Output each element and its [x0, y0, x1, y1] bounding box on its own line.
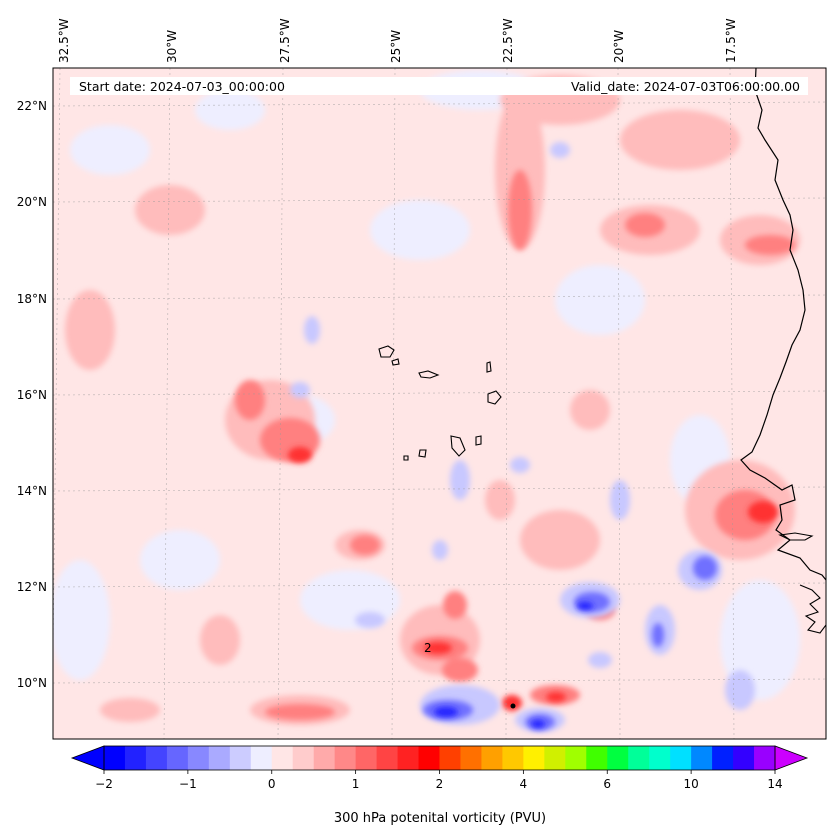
- lon-tick: 25°W: [389, 30, 403, 63]
- colorbar-tick-label: 10: [683, 777, 698, 791]
- lat-tick: 16°N: [17, 388, 47, 402]
- lon-tick: 17.5°W: [724, 18, 738, 63]
- colorbar-cell: [586, 746, 608, 770]
- island-sao-nicolau: [418, 370, 440, 379]
- colorbar-cell: [733, 746, 755, 770]
- colorbar-cell: [355, 746, 378, 770]
- colorbar-cell: [418, 746, 440, 770]
- valid-date: Valid_date: 2024-07-03T06:00:00.00: [571, 79, 800, 94]
- colorbar-cell: [313, 746, 336, 770]
- island-boa-vista: [487, 390, 502, 405]
- colorbar-under-arrow: [70, 745, 105, 771]
- colorbar-cell: [250, 746, 273, 770]
- african-coastline: [740, 68, 826, 581]
- lon-tick: 22.5°W: [501, 18, 515, 63]
- island-maio: [475, 435, 482, 446]
- colorbar-cell: [376, 746, 399, 770]
- start-date: Start date: 2024-07-03_00:00:00: [79, 79, 285, 94]
- lon-tick: 32.5°W: [57, 18, 71, 63]
- colorbar-label: 300 hPa potenital vorticity (PVU): [334, 811, 546, 826]
- island-santiago: [450, 435, 466, 457]
- colorbar-cell: [334, 746, 357, 770]
- colorbar-cell: [691, 746, 713, 770]
- colorbar-over-arrow: [774, 745, 809, 771]
- strong-blue-patches: [434, 602, 593, 728]
- latitude-ticks: 22°N 20°N 18°N 16°N 14°N 12°N 10°N: [17, 99, 47, 690]
- strong-red-patches: [288, 447, 778, 711]
- gridlines: [53, 68, 826, 739]
- island-fogo: [418, 449, 427, 458]
- colorbar-cells: [104, 746, 776, 770]
- colorbar-cell: [523, 746, 545, 770]
- colorbar-cell: [292, 746, 315, 770]
- colorbar-tick-label: 2: [436, 777, 444, 791]
- pv-maximum-dot: [510, 703, 516, 709]
- cape-verde-islands: [378, 345, 502, 461]
- colorbar-cell: [460, 746, 482, 770]
- colorbar-cell: [544, 746, 566, 770]
- colorbar-cell: [481, 746, 503, 770]
- lon-tick: 30°W: [165, 30, 179, 63]
- colorbar-cell: [502, 746, 524, 770]
- colorbar-tick-label: −2: [95, 777, 113, 791]
- colorbar-cell: [607, 746, 629, 770]
- colorbar-tick-label: 1: [352, 777, 360, 791]
- lat-tick: 22°N: [17, 99, 47, 113]
- colorbar-cell: [397, 746, 420, 770]
- header-box: [70, 77, 808, 95]
- colorbar-cell: [439, 746, 461, 770]
- lat-tick: 10°N: [17, 676, 47, 690]
- colorbar-tick-label: −1: [179, 777, 197, 791]
- colorbar-cell: [649, 746, 671, 770]
- lat-tick: 12°N: [17, 580, 47, 594]
- gambia-coast: [778, 532, 814, 541]
- colorbar-cell: [229, 746, 252, 770]
- island-brava: [403, 455, 409, 461]
- lat-tick: 18°N: [17, 292, 47, 306]
- guinea-bissau-coast: [799, 584, 826, 634]
- colorbar-cell: [670, 746, 692, 770]
- colorbar: −2 −1 0 1 2 4 6 10 14 300 hPa potenital vorticit…: [70, 745, 809, 826]
- colorbar-cell: [628, 746, 650, 770]
- map-panel: 2 Start date: 2024-07-03_00:00:00 Valid_…: [53, 68, 826, 739]
- colorbar-cell: [712, 746, 734, 770]
- colorbar-cell: [104, 746, 126, 770]
- colorbar-cell: [565, 746, 587, 770]
- colorbar-ticks: −2 −1 0 1 2 4 6 10 14: [95, 770, 783, 791]
- colorbar-cell: [187, 746, 210, 770]
- colorbar-tick-label: 4: [520, 777, 528, 791]
- lat-tick: 14°N: [17, 484, 47, 498]
- island-sal: [486, 361, 492, 373]
- map-frame: [52, 67, 827, 740]
- colorbar-cell: [145, 746, 168, 770]
- colorbar-cell: [208, 746, 231, 770]
- colorbar-tick-label: 6: [603, 777, 611, 791]
- lat-tick: 20°N: [17, 195, 47, 209]
- lon-tick: 27.5°W: [278, 18, 292, 63]
- colorbar-cell: [166, 746, 189, 770]
- island-santo-antao: [378, 345, 395, 358]
- lon-tick: 20°W: [612, 30, 626, 63]
- light-blue-patches: [53, 70, 800, 700]
- colorbar-tick-label: 14: [767, 777, 782, 791]
- colorbar-cell: [124, 746, 147, 770]
- colorbar-cell: [754, 746, 776, 770]
- longitude-ticks: 32.5°W 30°W 27.5°W 25°W 22.5°W 20°W 17.5…: [57, 18, 738, 63]
- colorbar-tick-label: 0: [268, 777, 276, 791]
- colorbar-cell: [271, 746, 294, 770]
- contour-label: 2: [424, 641, 432, 655]
- island-sao-vicente: [391, 358, 400, 366]
